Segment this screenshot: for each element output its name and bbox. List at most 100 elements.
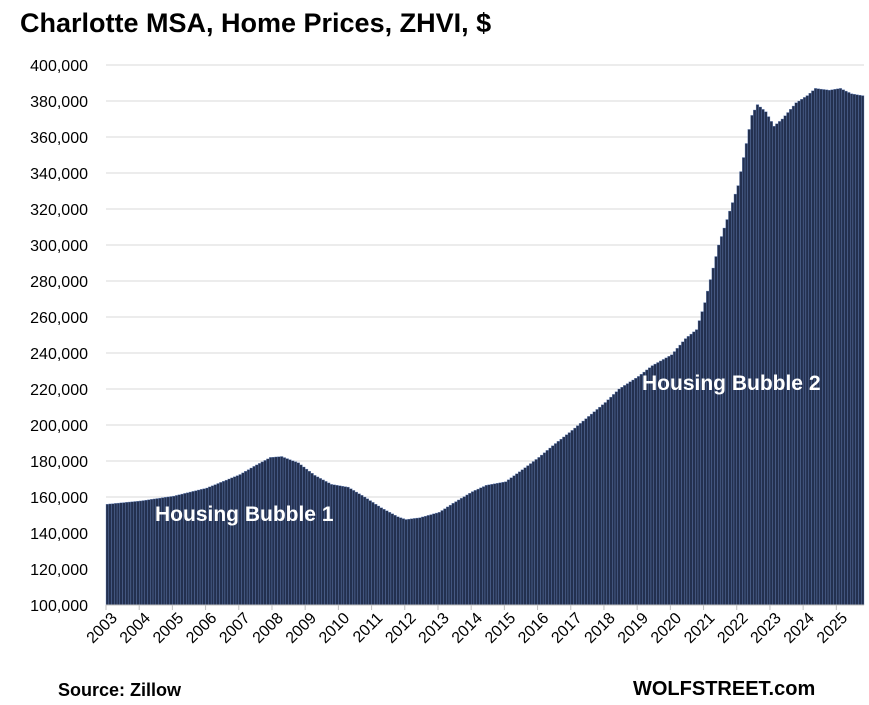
y-tick-label: 160,000 [30,490,88,507]
y-tick-label: 380,000 [30,94,88,111]
bar [108,503,112,606]
bar [836,88,840,606]
x-tick-label: 2008 [250,610,287,647]
bar [725,219,729,606]
bar [529,463,533,606]
bar [269,457,273,606]
bar [542,452,547,606]
y-tick-label: 200,000 [30,418,88,435]
x-tick-label: 2025 [814,610,851,647]
bar [656,362,660,606]
bar [841,89,845,606]
bar [393,515,397,606]
bar [711,267,715,606]
bar [307,471,311,606]
annotation-bubble-2: Housing Bubble 2 [642,372,821,395]
bar [625,383,630,606]
bar [780,118,784,606]
bar [363,496,367,606]
bar [144,499,148,606]
bar [412,518,417,606]
bar [396,516,400,606]
bar [360,495,364,606]
bar [728,210,732,606]
annotation-bubble-1: Housing Bubble 1 [155,503,334,526]
bar [636,376,641,606]
bar [321,479,325,606]
bar [849,93,854,606]
bar [553,443,558,606]
bar [733,193,737,606]
bar [659,360,663,606]
bar [354,491,358,606]
bar [814,88,818,606]
bar [825,89,829,606]
bar [786,112,790,606]
bar [470,491,475,606]
bar [349,488,353,606]
bar [293,461,298,606]
bar [285,458,289,606]
bar [731,202,735,606]
x-tick-label: 2017 [548,610,585,647]
x-axis: 2003200420052006200720082009201020112012… [84,604,864,647]
bar [401,518,405,606]
bar [595,409,599,606]
bar [609,396,613,606]
bar [371,502,375,606]
bar [827,90,831,606]
bar [327,482,331,606]
bar [382,509,386,606]
bar [816,88,820,606]
bar [280,456,284,606]
bar [819,88,823,606]
bar [399,517,403,606]
bar [343,486,347,606]
bar [493,483,497,606]
y-tick-label: 180,000 [30,454,88,471]
bar [576,425,580,606]
bar [789,109,793,606]
bar [589,413,594,606]
bar [305,468,309,606]
bar [858,94,862,606]
bar [501,482,505,606]
bar [700,311,704,606]
bar [778,121,782,606]
x-tick-label: 2013 [416,610,453,647]
bar [462,496,466,606]
bar [116,502,121,606]
x-tick-label: 2016 [515,610,552,647]
bar [421,516,425,606]
bar [802,97,807,606]
bar [545,450,549,606]
bar [376,505,381,606]
bar [310,473,314,606]
y-tick-label: 400,000 [30,58,88,75]
bar [125,502,129,606]
bar [562,436,566,606]
y-tick-label: 340,000 [30,166,88,183]
bar [432,513,436,606]
bar [495,483,500,606]
bar [695,329,699,606]
bar [130,501,134,606]
bar [487,484,491,606]
bar [520,469,524,606]
bar [811,90,815,606]
y-tick-label: 120,000 [30,562,88,579]
bar [246,469,251,606]
y-tick-label: 300,000 [30,238,88,255]
bar [614,391,618,606]
bar [340,486,345,606]
bar [274,456,278,606]
bar [573,427,577,606]
bar [222,481,226,606]
x-tick-label: 2010 [316,610,353,647]
bar [830,89,834,606]
bar [299,464,303,606]
bar [587,416,591,606]
bar [861,95,865,606]
bar [628,381,632,606]
x-tick-label: 2020 [648,610,685,647]
